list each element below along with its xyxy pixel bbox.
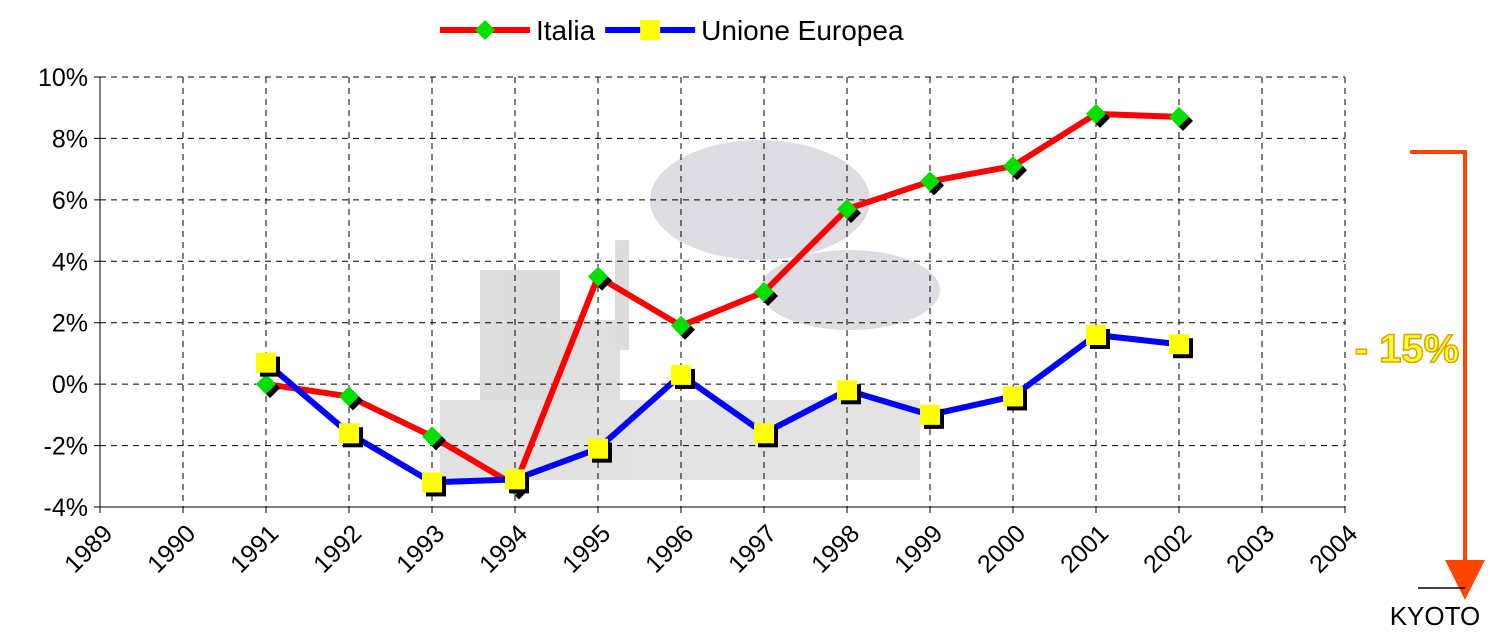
marker [422, 472, 442, 492]
legend-entry: Italia [440, 15, 596, 46]
marker [754, 423, 774, 443]
x-tick-label: 1997 [723, 519, 782, 578]
x-tick-label: 1996 [640, 519, 699, 578]
y-tick-label: 0% [52, 371, 88, 399]
x-tick-label: 1995 [557, 519, 616, 578]
x-tick-label: 1992 [308, 519, 367, 578]
chart: -4% -2% 0% 2% 4% 6% 8% 10% 1989 1990 1991 1992 1993 1… [0, 0, 1500, 635]
marker [1003, 386, 1023, 406]
x-tick-label: 1994 [474, 519, 533, 578]
legend-label: Italia [536, 15, 596, 46]
kyoto-label: KYOTO [1390, 601, 1481, 631]
y-tick-label: 8% [52, 125, 88, 153]
x-tick-label: 1991 [225, 519, 284, 578]
y-tick-label: 10% [38, 64, 88, 92]
x-tick-label: 1989 [59, 519, 118, 578]
legend-marker [640, 20, 660, 40]
marker [588, 439, 608, 459]
x-tick-label: 1990 [142, 519, 201, 578]
x-tick-label: 1993 [391, 519, 450, 578]
y-tick-label: -2% [44, 433, 88, 461]
legend-label: Unione Europea [701, 15, 904, 46]
y-tick-label: 6% [52, 187, 88, 215]
marker [671, 365, 691, 385]
y-tick-label: -4% [44, 494, 88, 522]
marker [1169, 334, 1189, 354]
reduction-label: - 15% [1355, 327, 1460, 371]
x-tick-label: 1998 [806, 519, 865, 578]
marker [256, 353, 276, 373]
x-tick-label: 2000 [972, 519, 1031, 578]
legend-marker [475, 20, 495, 40]
legend-entry: Unione Europea [605, 15, 904, 46]
x-tick-label: 2001 [1055, 519, 1114, 578]
x-tick-label: 2003 [1221, 519, 1280, 578]
y-tick-label: 4% [52, 248, 88, 276]
marker [920, 405, 940, 425]
y-tick-label: 2% [52, 310, 88, 338]
x-tick-label: 1999 [889, 519, 948, 578]
x-tick-label: 2004 [1304, 519, 1363, 578]
marker [505, 469, 525, 489]
plot-area: -4% -2% 0% 2% 4% 6% 8% 10% 1989 1990 1991 1992 1993 1… [38, 64, 1363, 579]
marker [837, 380, 857, 400]
marker [339, 423, 359, 443]
x-tick-label: 2002 [1138, 519, 1197, 578]
marker [1086, 325, 1106, 345]
